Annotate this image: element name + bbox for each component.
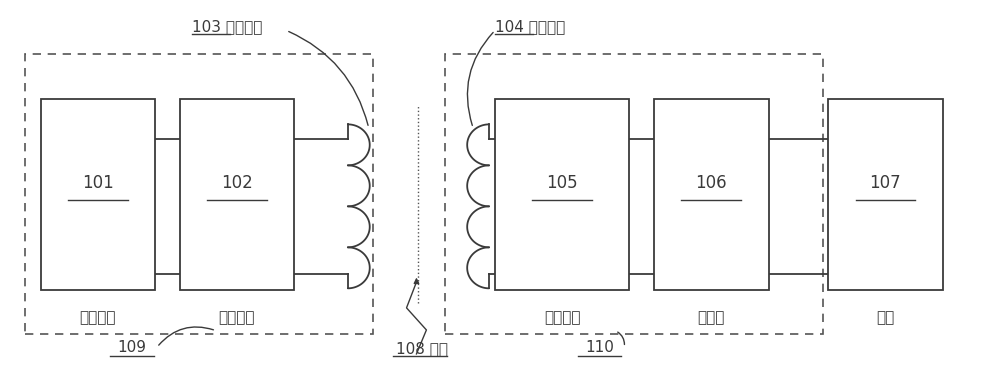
Text: 104 接收线圈: 104 接收线圈	[495, 19, 565, 34]
Text: 负载: 负载	[876, 310, 894, 325]
Text: 106: 106	[696, 174, 727, 192]
Text: 102: 102	[221, 174, 253, 192]
Bar	[180, 99, 294, 290]
Text: 驱动电源: 驱动电源	[79, 310, 116, 325]
Text: 103 发射线圈: 103 发射线圈	[192, 19, 262, 34]
Text: 107: 107	[870, 174, 901, 192]
Text: 补偿网络: 补偿网络	[219, 310, 255, 325]
Bar	[495, 99, 629, 290]
Bar	[41, 99, 155, 290]
Text: 105: 105	[546, 174, 578, 192]
Text: 补偿网络: 补偿网络	[544, 310, 580, 325]
Text: 110: 110	[585, 340, 614, 355]
Text: 108 气隙: 108 气隙	[396, 341, 448, 356]
Bar	[445, 54, 823, 334]
Text: 109: 109	[118, 340, 147, 355]
Text: 整流器: 整流器	[698, 310, 725, 325]
Text: 101: 101	[82, 174, 114, 192]
Bar	[654, 99, 769, 290]
Bar	[828, 99, 943, 290]
Bar	[25, 54, 373, 334]
